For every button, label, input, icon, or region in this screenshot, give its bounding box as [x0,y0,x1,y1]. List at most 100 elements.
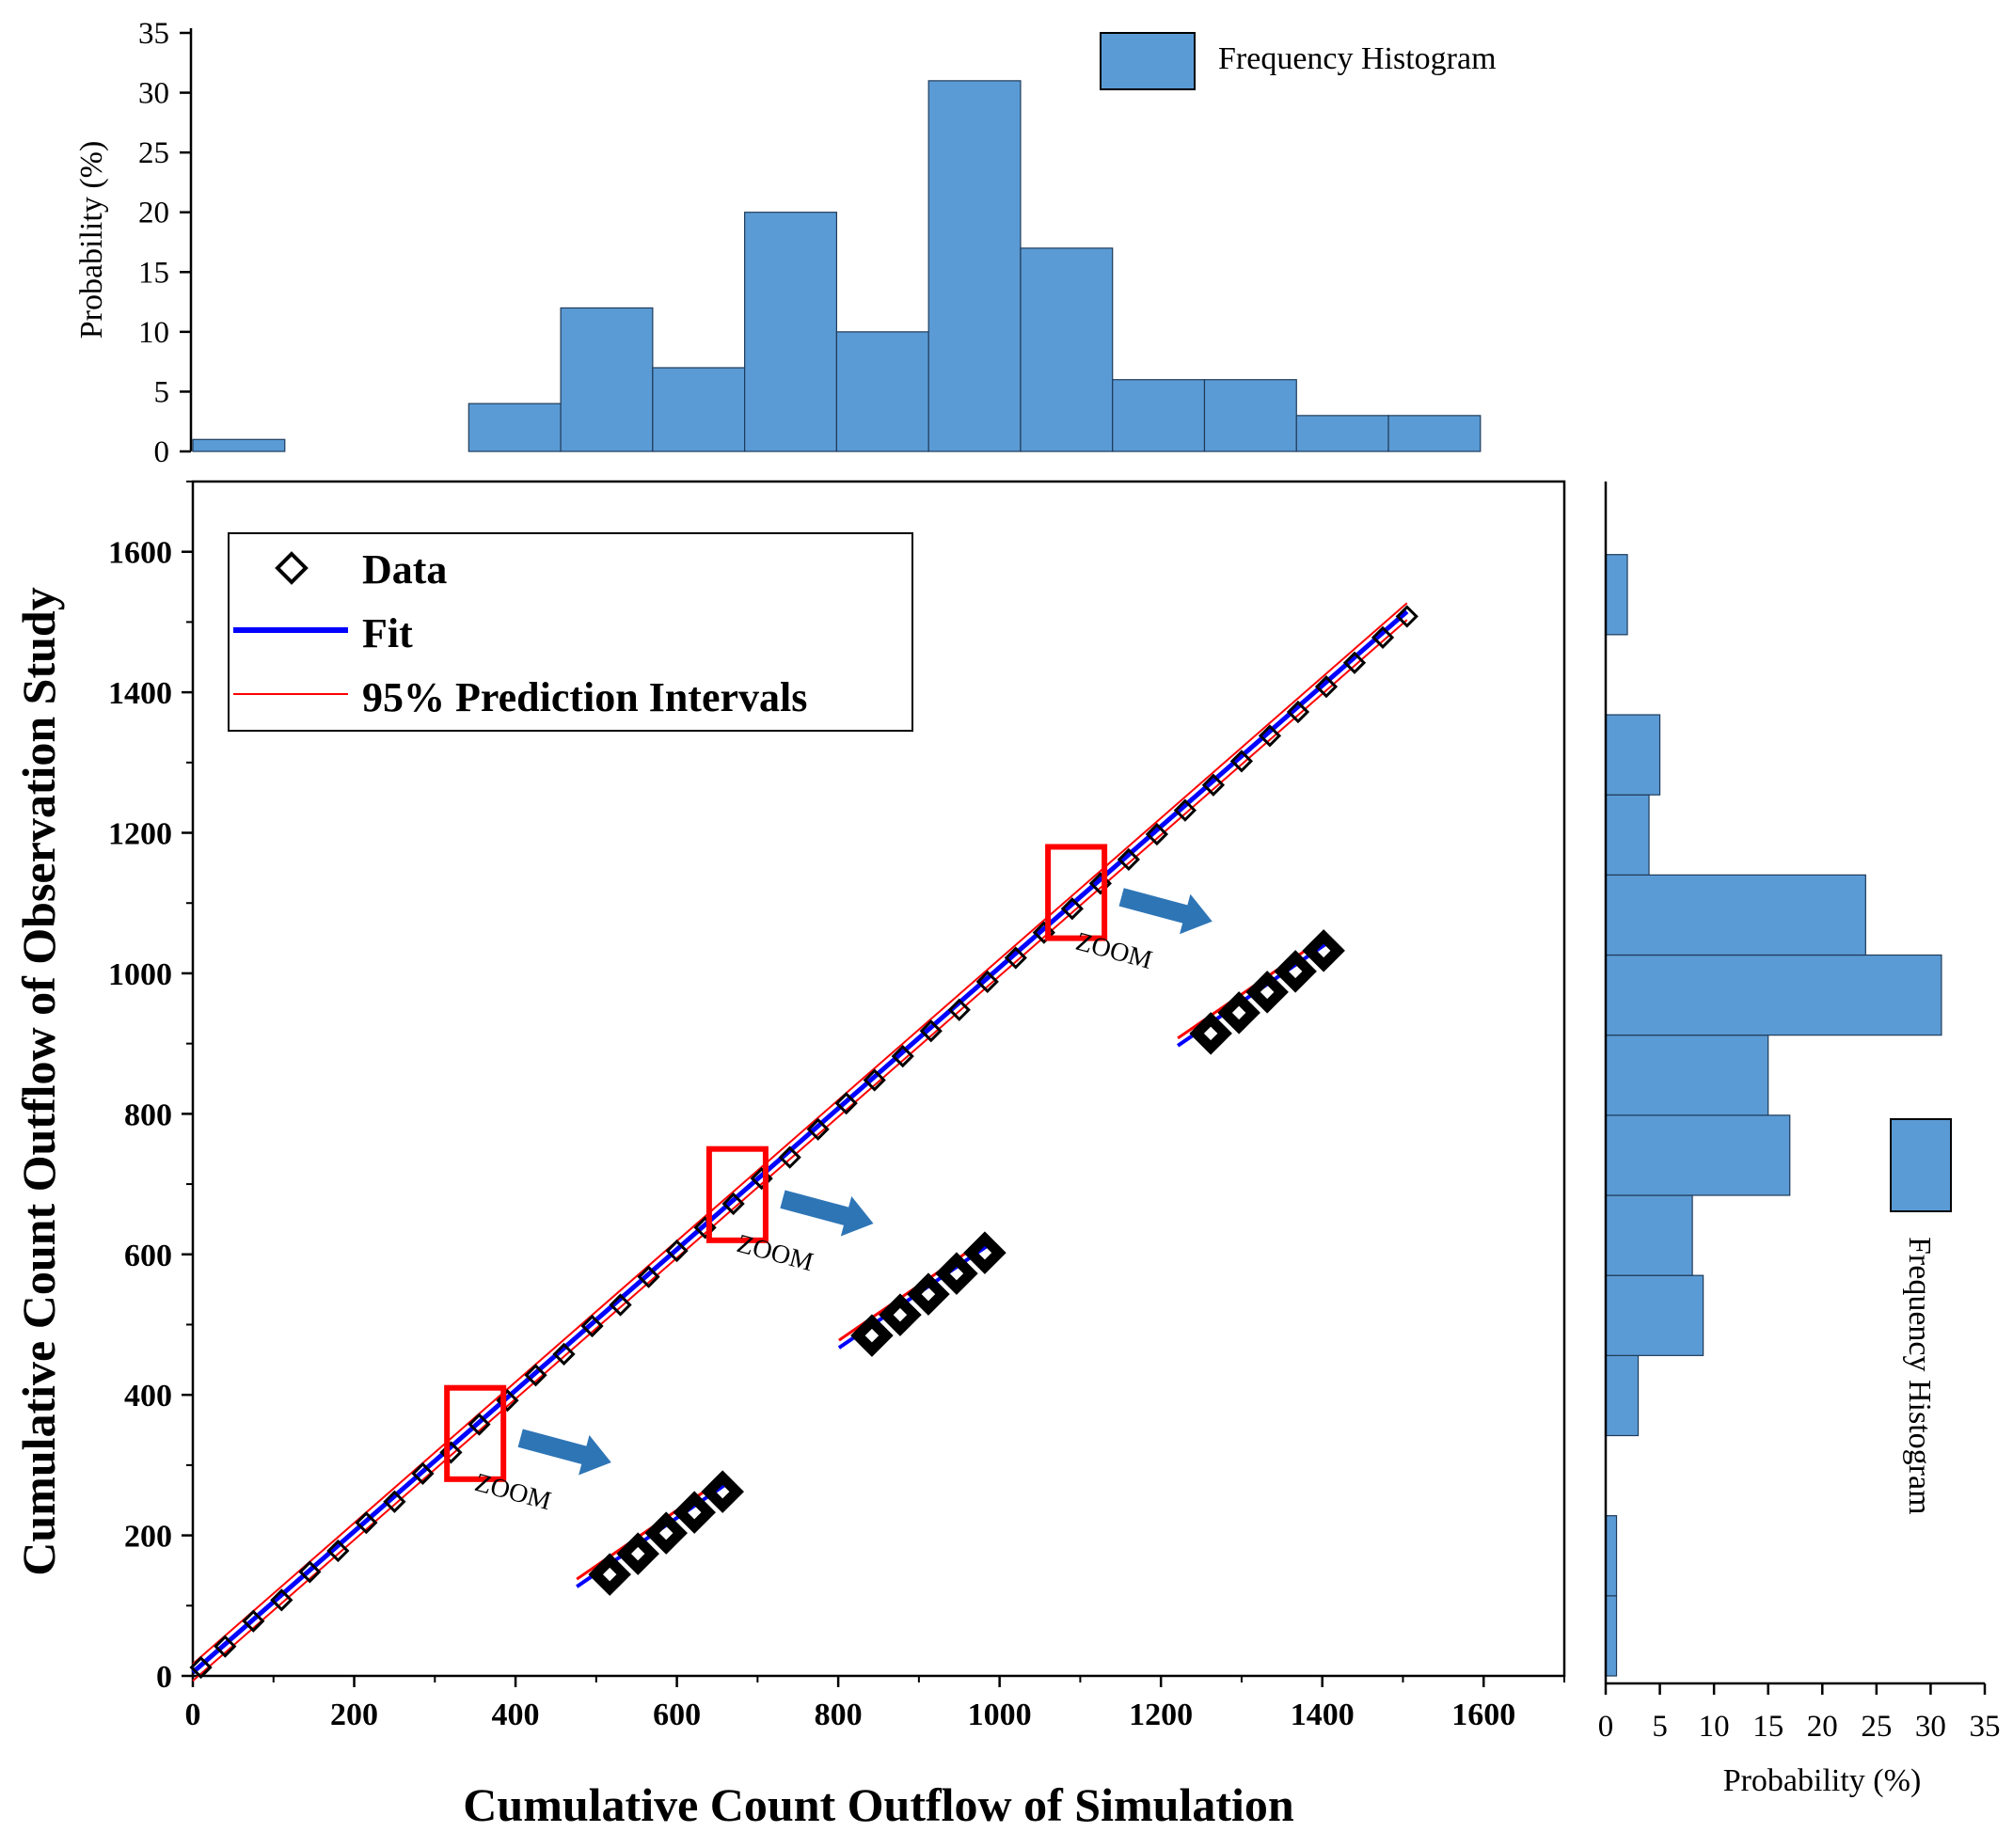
data-point-marker [298,1560,322,1584]
top-histogram-y-tick-label: 35 [138,17,169,51]
data-point-marker [1342,651,1367,674]
main-y-ticks: 0 200 400 600 800 1000 1200 1400 1600 [108,481,193,1695]
fit-line [191,609,1409,1675]
right-histogram-x-tick-label: 30 [1915,1710,1946,1744]
zoom-inset [1177,929,1345,1055]
right-histogram-legend-label: Frequency Histogram [1902,1237,1937,1515]
right-histogram-x-ticks: 0 5 10 15 20 25 30 35 [1598,1683,2001,1744]
zoom-inset-marker [879,1293,922,1336]
zoom-inset-marker [907,1272,950,1316]
right-histogram-x-tick-label: 25 [1861,1710,1892,1744]
zoom-inset-marker [1217,991,1260,1035]
main-plot-frame [191,480,1566,1678]
main-x-ticks: 0 200 400 600 800 1000 1200 1400 1600 [185,1676,1565,1732]
top-histogram-bar [192,438,286,452]
zoom-inset-marker [1245,971,1289,1014]
main-x-tick-label: 1400 [1291,1698,1355,1732]
zoom-inset-marker [1274,950,1317,993]
zoom-inset-marker [644,1511,688,1555]
main-y-tick-label: 1200 [108,817,172,852]
data-point-marker [524,1364,547,1387]
data-point-marker [778,1145,801,1169]
zoom-arrow [517,1429,611,1476]
data-point-marker [1201,773,1226,797]
data-point-marker [383,1490,406,1513]
top-histogram-bar [468,403,562,452]
data-point-marker [975,970,999,994]
main-series [189,602,1419,1682]
data-point-marker [242,1609,265,1633]
main-x-tick-label: 1600 [1451,1698,1515,1732]
zoom-inset [576,1470,744,1596]
data-point-marker [947,998,971,1021]
right-histogram-x-tick-label: 0 [1598,1710,1614,1744]
zoom-annotations: ZOOM ZOOM ZOOM [444,844,1345,1596]
main-y-tick-label: 1000 [108,957,172,992]
right-histogram-x-tick-label: 35 [1970,1710,2001,1744]
right-histogram-legend-swatch [1890,1118,1952,1212]
main-x-tick-label: 200 [330,1698,378,1732]
top-histogram-legend-label: Frequency Histogram [1218,41,1497,76]
right-histogram-bar [1605,1595,1618,1677]
legend-fit-label: Fit [362,610,413,656]
top-histogram-y-tick-label: 15 [138,256,169,290]
right-histogram-bar [1605,1354,1640,1437]
zoom-box [705,1145,769,1243]
data-point-marker [1060,897,1084,921]
zoom-box [444,1384,507,1482]
top-histogram-bar [560,307,654,452]
top-histogram-y-tick-label: 0 [154,435,170,469]
legend-data-marker-icon [275,551,309,585]
data-point-marker [1314,675,1339,699]
upper-prediction-interval-line [192,602,1408,1666]
right-histogram-legend: Frequency Histogram [1890,1118,1952,1515]
zoom-arrow [780,1190,874,1237]
data-point-marker [355,1511,378,1535]
lower-prediction-interval-line [192,619,1408,1682]
data-point-marker [1258,724,1282,748]
zoom-inset-marker [588,1553,631,1596]
main-x-axis-label: Cumulative Count Outflow of Simulation [463,1778,1294,1831]
right-histogram-x-tick-label: 10 [1699,1710,1730,1744]
top-histogram-bar [1295,415,1389,452]
right-histogram-bar [1605,1114,1791,1196]
zoom-inset-marker [673,1491,716,1534]
data-point-marker [468,1413,491,1436]
data-point-marker [919,1019,943,1043]
main-y-tick-label: 200 [124,1520,172,1555]
zoom-arrow-shape [1118,888,1213,935]
zoom-inset-marker [1189,1012,1232,1055]
legend-data-label: Data [362,546,447,592]
right-histogram-bar [1605,1515,1618,1597]
right-histogram-bar [1605,1274,1704,1356]
right-histogram-bar [1605,714,1661,796]
zoom-inset-marker [616,1532,659,1575]
zoom-label: ZOOM [1072,927,1155,975]
zoom-arrow-shape [780,1190,874,1237]
data-point-marker [863,1068,886,1092]
data-point-marker [1145,822,1169,846]
right-histogram-x-tick-label: 20 [1807,1710,1838,1744]
main-x-tick-label: 400 [492,1698,540,1732]
zoom-arrow [1118,888,1213,935]
top-histogram-y-tick-label: 5 [154,375,170,409]
top-histogram-y-ticks: 0 5 10 15 20 25 30 35 [138,17,191,469]
data-point-marker [1117,847,1140,872]
main-x-tick-label: 1200 [1129,1698,1193,1732]
data-point-marker [580,1314,604,1338]
zoom-arrow-shape [517,1429,611,1476]
main-x-tick-label: 1000 [968,1698,1032,1732]
main-x-tick-label: 0 [185,1698,201,1732]
top-histogram: 0 5 10 15 20 25 30 35 Probability (%) Frequency… [74,17,1497,469]
top-histogram-y-tick-label: 10 [138,316,169,350]
zoom-inset [837,1231,1006,1357]
data-point-marker [270,1588,293,1612]
data-point-marker [189,1655,213,1680]
main-legend: Data Fit 95% Prediction Intervals [228,532,913,732]
right-histogram-bar [1605,954,1942,1036]
data-point-marker [637,1265,660,1288]
top-histogram-y-tick-label: 25 [138,136,169,170]
top-histogram-y-tick-label: 30 [138,77,169,111]
main-y-tick-label: 1600 [108,536,172,571]
